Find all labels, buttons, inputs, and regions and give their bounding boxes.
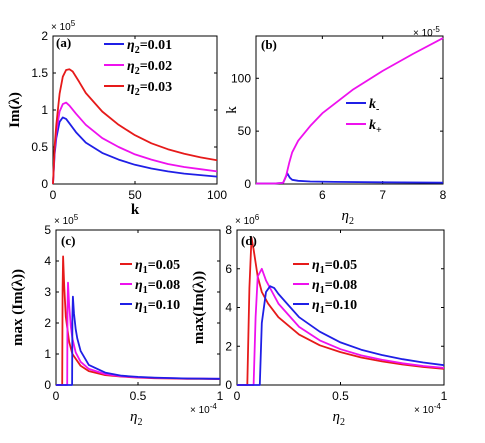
y-tick-label: 4 <box>225 301 232 315</box>
y-axis-label: k <box>224 106 240 114</box>
x-tick-label: 0 <box>53 389 60 403</box>
series-line-2 <box>52 101 218 185</box>
x-tick-label: 1 <box>217 389 224 403</box>
legend-entry-2: η1=0.08 <box>312 278 357 296</box>
series-line-2 <box>237 267 445 386</box>
x-tick-label: 100 <box>207 188 227 202</box>
plot-frame <box>255 35 444 185</box>
y-axis-label: max (Im(λ)) <box>10 269 26 346</box>
y-tick-label: 0 <box>44 378 51 392</box>
legend-entry-2: k+ <box>369 118 382 136</box>
x-tick-label: 50 <box>128 188 142 202</box>
chart-panel-b: 6 7 8 0 50 100 × 10-5 (b) k-k+ η2 k <box>224 25 447 227</box>
y-tick-label: 0.5 <box>31 140 48 154</box>
series-line-3 <box>56 295 221 386</box>
legend-entry-1: k- <box>369 97 379 115</box>
x-exponent-label: × 10-4 <box>414 402 441 416</box>
legend-entry-3: η1=0.10 <box>312 298 357 316</box>
series-line-1 <box>52 116 218 185</box>
chart-panel-a: 0 50 100 0 0.5 1 1.5 2× 105 (a) η2=0.01 η2=0.02 η2=… <box>7 19 227 218</box>
plot-frame <box>52 35 218 185</box>
x-axis-label: η2 <box>342 208 354 227</box>
x-tick-label: 7 <box>379 188 386 202</box>
legend-entry-3: η1=0.10 <box>135 298 180 316</box>
y-tick-label: 2 <box>225 339 232 353</box>
y-tick-label: 100 <box>231 71 251 85</box>
series-line-3 <box>237 285 445 386</box>
legend-entry-1: η2=0.01 <box>127 38 172 56</box>
legend-entry-1: η1=0.05 <box>312 258 357 276</box>
legend-entry-3: η2=0.03 <box>127 80 172 98</box>
y-exponent-label: × 106 <box>235 213 260 227</box>
y-tick-label: 1 <box>44 347 51 361</box>
legend-entry-2: η1=0.08 <box>135 278 180 296</box>
y-exponent-label: × 105 <box>54 213 79 227</box>
x-axis-label: k <box>131 202 140 218</box>
x-tick-label: 1 <box>441 389 448 403</box>
legend-entry-1: η1=0.05 <box>135 258 180 276</box>
series-line-2 <box>256 37 444 185</box>
x-tick-label: 0 <box>234 389 241 403</box>
panel-label: (a) <box>56 35 71 50</box>
y-tick-label: 0 <box>225 378 232 392</box>
x-axis-label: η2 <box>333 409 345 428</box>
legend-entry-2: η2=0.02 <box>127 59 172 77</box>
panel-label: (c) <box>61 233 75 248</box>
series-line-3 <box>52 68 218 185</box>
x-exponent-label: × 10-4 <box>190 402 217 416</box>
chart-panel-c: 0 0.5 1 0 1 2 3 4 5× 105 × 10-4 (c) η1=0.05 η1=0.08 η… <box>10 213 224 428</box>
y-tick-label: 1 <box>41 103 48 117</box>
y-tick-label: 50 <box>238 124 252 138</box>
y-tick-label: 5 <box>44 223 51 237</box>
x-tick-label: 0 <box>50 188 57 202</box>
x-exponent-label: × 10-5 <box>413 25 440 39</box>
y-exponent-label: × 105 <box>51 19 76 33</box>
y-tick-label: 8 <box>225 223 232 237</box>
y-tick-label: 3 <box>44 285 51 299</box>
y-tick-label: 4 <box>44 254 51 268</box>
x-axis-label: η2 <box>130 409 142 428</box>
x-tick-label: 8 <box>440 188 447 202</box>
x-tick-label: 0.5 <box>130 389 147 403</box>
y-tick-label: 0 <box>244 177 251 191</box>
panel-label: (b) <box>261 37 277 52</box>
panel-label: (d) <box>241 233 257 248</box>
y-tick-label: 2 <box>44 316 51 330</box>
x-tick-label: 0.5 <box>332 389 349 403</box>
y-axis-label: max(Im(λ)) <box>191 271 207 344</box>
y-axis-label: Im(λ) <box>7 92 23 128</box>
y-tick-label: 1.5 <box>31 66 48 80</box>
y-tick-label: 2 <box>41 29 48 43</box>
series-line-1 <box>237 236 445 386</box>
y-tick-label: 0 <box>41 177 48 191</box>
y-tick-label: 6 <box>225 262 232 276</box>
x-tick-label: 6 <box>319 188 326 202</box>
